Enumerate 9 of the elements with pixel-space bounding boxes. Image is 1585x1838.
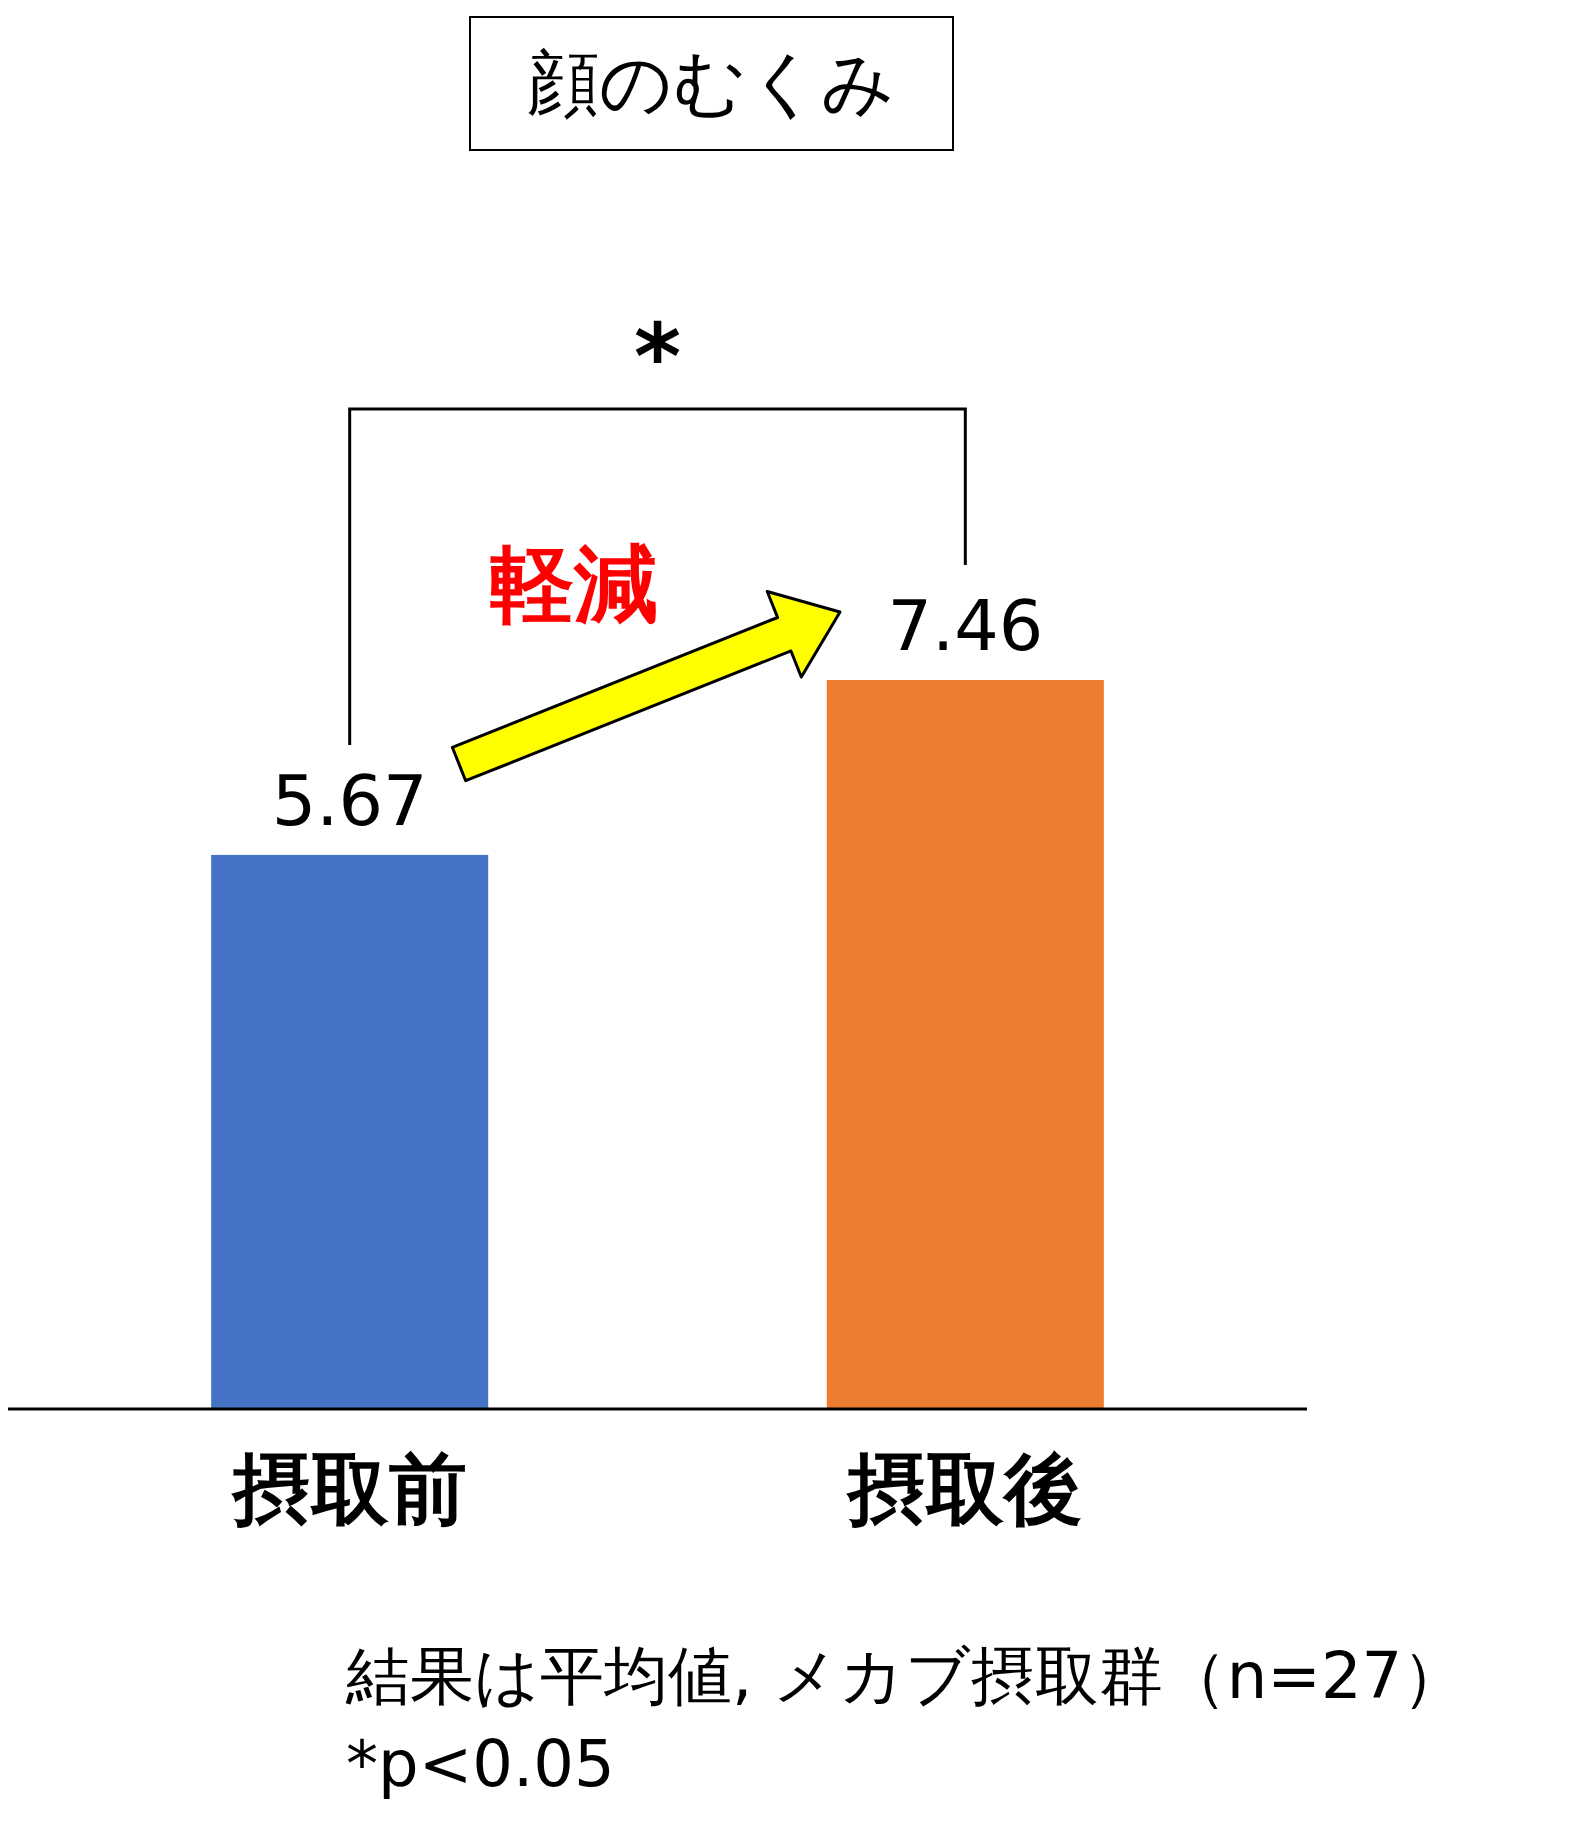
x-tick-label: 摂取後 (846, 1444, 1083, 1534)
data-label: 5.67 (271, 759, 428, 842)
text: *p<0.05 (346, 1727, 615, 1801)
data-label: 7.46 (887, 585, 1044, 667)
x-tick-label: 摂取前 (230, 1444, 467, 1534)
text: 軽減 (490, 535, 658, 633)
text: * (633, 304, 682, 409)
text: 結果は平均値, メカブ摂取群（n=27） (345, 1639, 1467, 1713)
chart-title: 顔のむくみ (527, 41, 895, 125)
